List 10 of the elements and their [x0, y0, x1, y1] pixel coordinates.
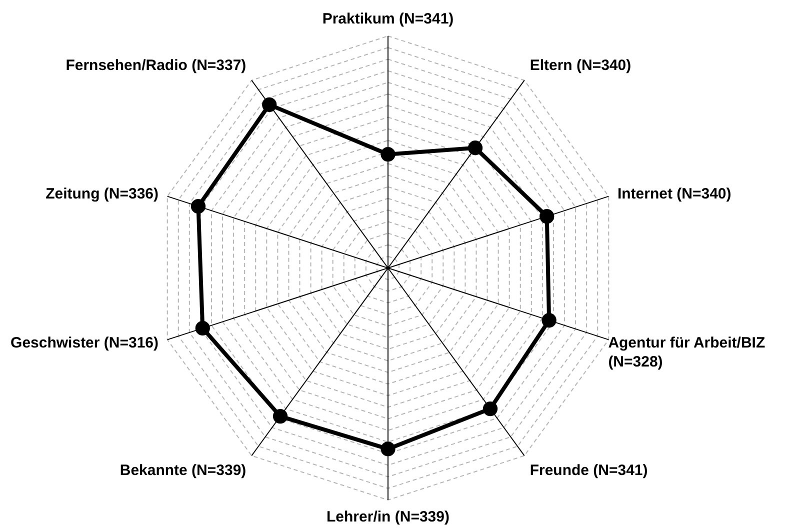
spoke-label: Zeitung (N=336) — [46, 185, 159, 202]
spoke-label: Lehrer/in (N=339) — [326, 508, 450, 526]
spoke-label: Praktikum (N=341) — [322, 10, 454, 28]
spoke-label: Internet (N=340) — [617, 185, 732, 202]
spoke-label: Bekannte (N=339) — [120, 462, 246, 480]
spoke-label: Agentur für Arbeit/BIZ (N=328) — [608, 334, 766, 371]
spoke-label: Eltern (N=340) — [530, 56, 632, 74]
spoke-label: Freunde (N=341) — [530, 462, 648, 480]
spoke-label: Geschwister (N=316) — [10, 334, 159, 352]
spoke-label: Fernsehen/Radio (N=337) — [66, 56, 246, 74]
